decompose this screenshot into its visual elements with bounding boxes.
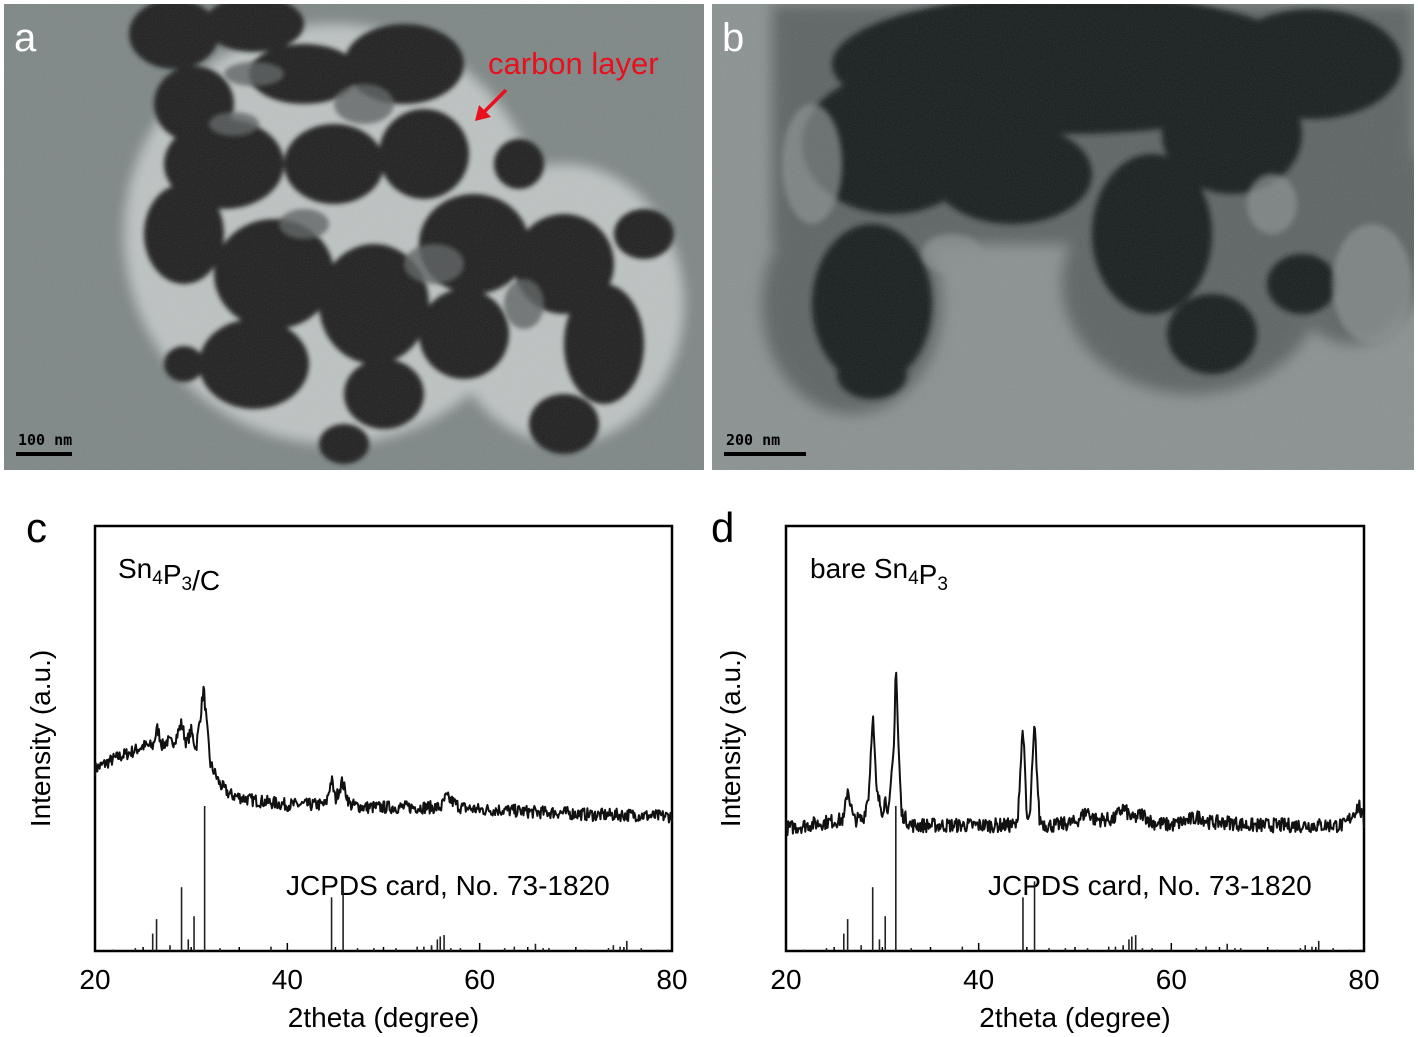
y-axis-label: Intensity (a.u.) — [715, 650, 746, 827]
panel-label-a: a — [14, 16, 37, 60]
reference-label: JCPDS card, No. 73-1820 — [286, 870, 610, 901]
annotation-arrow — [475, 88, 508, 121]
x-tick-label: 40 — [272, 964, 303, 995]
x-tick-label: 80 — [656, 964, 687, 995]
xrd-pattern-line — [94, 685, 673, 824]
x-tick-label: 80 — [1348, 964, 1379, 995]
x-axis-label: 2theta (degree) — [288, 1002, 479, 1033]
scale-bar-label-a: 100 nm — [18, 431, 73, 449]
xrd-chart-c: 20 40 60 80 2theta (degree) Intensity (a.u.) S… — [25, 524, 688, 1033]
tem-image-b: b 200 nm — [712, 4, 1414, 470]
xrd-chart-d: 20 40 60 80 2theta (degree) Intensity (a.u.) b… — [715, 524, 1380, 1033]
x-tick-label: 40 — [963, 964, 994, 995]
panel-label-b: b — [722, 16, 745, 60]
x-tick-label: 60 — [464, 964, 495, 995]
x-tick-label: 60 — [1156, 964, 1187, 995]
tem-micrograph-a — [4, 4, 704, 470]
x-axis-label: 2theta (degree) — [979, 1002, 1170, 1033]
xrd-pattern-line — [785, 671, 1365, 837]
panel-label-d: d — [711, 504, 735, 551]
scale-bar-a — [16, 452, 72, 456]
tem-micrograph-b — [712, 4, 1414, 470]
sample-label: bare Sn4P3 — [810, 553, 948, 595]
x-tick-label: 20 — [79, 964, 110, 995]
scale-bar-b — [724, 452, 806, 456]
sample-label: Sn4P3/C — [118, 553, 220, 596]
tem-image-a: a carbon layer 100 nm — [4, 4, 704, 470]
x-tick-label: 20 — [770, 964, 801, 995]
reference-label: JCPDS card, No. 73-1820 — [988, 870, 1312, 901]
y-axis-label: Intensity (a.u.) — [25, 650, 56, 827]
carbon-layer-annotation: carbon layer — [488, 46, 659, 81]
scale-bar-label-b: 200 nm — [726, 431, 781, 449]
panel-label-c: c — [26, 504, 47, 551]
